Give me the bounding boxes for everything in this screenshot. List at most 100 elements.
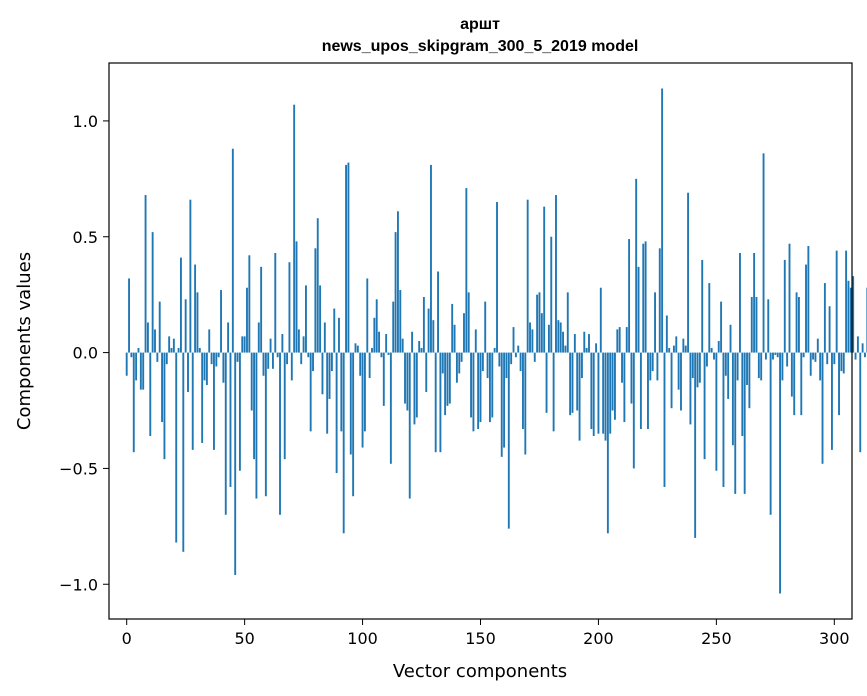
bar-99 (359, 352, 362, 376)
bar-104 (371, 347, 373, 353)
bar-245 (703, 352, 706, 460)
bar-229 (665, 315, 668, 353)
bar-33 (203, 352, 206, 381)
bar-241 (694, 352, 697, 538)
bar-118 (404, 352, 406, 404)
bar-105 (373, 317, 376, 353)
bar-8 (144, 195, 147, 353)
y-tick-label: 0.5 (73, 228, 98, 247)
bar-187 (566, 292, 569, 353)
bar-307 (849, 287, 852, 353)
bar-91 (340, 352, 343, 432)
bar-158 (498, 352, 501, 367)
bar-107 (378, 331, 381, 353)
bar-29 (194, 264, 197, 353)
bar-250 (715, 352, 718, 471)
bar-156 (493, 347, 496, 353)
bar-13 (156, 352, 159, 362)
bar-28 (191, 352, 194, 450)
bar-54 (253, 352, 256, 460)
bar-254 (724, 352, 727, 376)
bar-40 (220, 290, 222, 353)
bar-282 (790, 352, 793, 397)
plot-frame (108, 62, 853, 620)
bar-285 (797, 296, 800, 353)
bar-286 (800, 352, 803, 416)
bar-5 (137, 347, 140, 353)
bar-124 (418, 341, 421, 353)
bar-74 (300, 352, 303, 365)
bar-142 (460, 352, 463, 362)
bar-48 (238, 352, 241, 471)
bar-198 (592, 352, 595, 436)
bar-294 (819, 352, 822, 381)
bar-145 (467, 292, 470, 353)
bar-series (125, 88, 867, 594)
bar-110 (385, 334, 388, 353)
bar-182 (555, 195, 557, 353)
bar-218 (639, 352, 642, 430)
x-tick-label: 50 (234, 629, 254, 648)
bar-259 (736, 352, 739, 381)
bar-275 (774, 352, 777, 355)
bar-273 (769, 352, 772, 515)
bar-175 (538, 292, 541, 353)
bar-290 (809, 352, 812, 376)
bar-163 (510, 352, 513, 365)
bar-70 (290, 352, 293, 381)
bar-292 (814, 352, 817, 362)
bar-154 (488, 352, 491, 423)
bar-130 (432, 320, 435, 353)
bar-227 (661, 88, 664, 353)
bar-36 (210, 352, 213, 365)
bar-211 (623, 352, 626, 423)
y-axis-label: Components values (14, 252, 35, 430)
bar-30 (196, 292, 199, 353)
bar-203 (604, 352, 607, 441)
bar-214 (630, 352, 633, 404)
bar-6 (139, 352, 142, 390)
bar-221 (647, 352, 649, 430)
bar-136 (446, 352, 449, 406)
bar-185 (562, 331, 564, 353)
bar-270 (762, 153, 765, 353)
bar-122 (413, 352, 416, 425)
x-tick-label: 100 (347, 629, 378, 648)
bar-232 (672, 345, 675, 353)
bar-144 (465, 188, 468, 353)
bar-264 (748, 352, 751, 409)
bar-73 (297, 329, 300, 353)
bar-128 (427, 308, 430, 353)
bar-261 (741, 352, 744, 436)
bar-252 (720, 301, 723, 353)
bar-32 (201, 352, 204, 443)
bar-255 (727, 352, 730, 399)
bar-260 (739, 252, 741, 353)
bar-166 (517, 345, 520, 353)
bar-93 (345, 164, 347, 353)
bar-192 (578, 352, 581, 441)
bar-63 (274, 252, 277, 353)
bar-228 (663, 352, 666, 487)
bar-57 (260, 266, 263, 353)
bar-186 (564, 345, 567, 353)
bar-98 (356, 345, 359, 353)
bar-92 (342, 352, 345, 534)
bar-56 (257, 322, 260, 353)
bar-223 (651, 352, 654, 372)
bar-256 (729, 324, 732, 353)
bar-236 (682, 338, 685, 353)
bar-248 (710, 347, 713, 353)
bar-243 (698, 352, 701, 383)
bar-72 (295, 241, 298, 353)
bar-14 (158, 301, 161, 353)
bar-151 (481, 352, 484, 372)
bar-291 (812, 352, 815, 360)
bar-167 (519, 352, 522, 372)
bar-258 (734, 352, 737, 494)
bar-31 (198, 347, 201, 353)
bar-174 (536, 294, 539, 353)
bar-125 (420, 347, 423, 353)
bar-231 (670, 352, 673, 409)
bar-83 (321, 352, 324, 395)
